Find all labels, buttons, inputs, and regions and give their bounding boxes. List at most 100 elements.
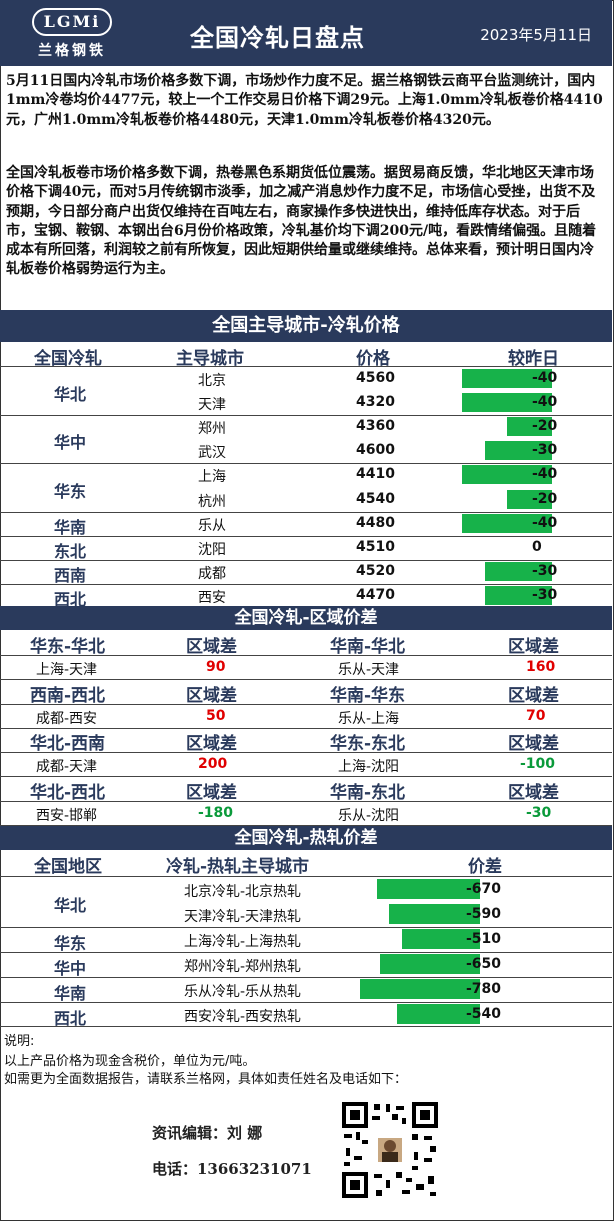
change-bar [484,441,552,461]
cold-hot-pair: 郑州冷轧-郑州热轧 [184,959,302,975]
city-name: 西安 [198,589,226,606]
spread-right-title: 华南-华东 [330,685,406,706]
spread-bar [360,979,480,999]
section-title-hotcold: 全国冷轧-热轧价差 [0,826,612,850]
divider [0,584,612,585]
spread-left-title: 西南-西北 [30,685,106,706]
change-value: -40 [532,514,558,531]
spread-right-diff-label: 区域差 [508,685,559,706]
spread-left-pair: 成都-西安 [36,710,98,727]
region-label: 东北 [54,541,87,561]
divider [0,366,612,367]
region-label: 华东 [54,481,87,501]
cold-hot-pair: 乐从冷轧-乐从热轧 [184,984,302,1000]
report-date: 2023年5月11日 [480,26,592,44]
spread-left-value: 50 [206,707,226,724]
cold-hot-value: -650 [466,956,502,972]
spread-right-diff-label: 区域差 [508,734,559,754]
divider [0,927,612,928]
spread-right-value: -100 [520,756,556,772]
cold-hot-pair: 西安冷轧-西安热轧 [184,1009,302,1025]
change-value: -30 [532,562,558,579]
change-value: -30 [532,442,558,459]
price-value: 4360 [356,418,395,435]
spread-bar [396,1004,480,1024]
divider [0,560,612,561]
change-bar [462,513,552,533]
divider [0,728,612,729]
header-bar: LGMi 兰格钢铁 全国冷轧日盘点 2023年5月11日 [0,0,612,66]
change-bar [462,393,552,413]
col-header-area: 全国地区 [34,857,102,877]
change-bar [462,465,552,485]
divider [0,977,612,978]
spread-left-pair: 成都-天津 [36,759,98,775]
change-value: -40 [532,466,558,483]
region-label: 西北 [54,1008,87,1028]
brand-logo: LGMi 兰格钢铁 [30,6,114,62]
city-name: 武汉 [198,445,226,462]
spread-right-value: -30 [526,804,552,821]
cold-hot-value: -670 [466,881,502,897]
change-value: -30 [532,586,558,603]
change-bar [507,489,552,509]
phone-contact: 电话：13663231071 [152,1160,312,1178]
spread-right-pair: 乐从-天津 [338,662,400,678]
col-header-pair: 冷轧-热轧主导城市 [166,857,310,877]
city-name: 乐从 [198,517,226,534]
spread-right-diff-label: 区域差 [508,637,559,657]
change-value: -20 [532,418,558,435]
region-label: 华东 [54,933,87,953]
change-bar [507,417,552,437]
city-name: 成都 [198,565,226,582]
price-value: 4540 [356,490,395,507]
change-value: -20 [532,490,558,507]
divider [0,776,612,777]
intro-paragraph-1: 5月11日国内冷轧市场价格多数下调，市场炒作力度不足。据兰格钢铁云商平台监测统计… [6,73,603,128]
region-label: 西北 [54,589,87,609]
cold-hot-value: -510 [466,931,502,947]
spread-bar [376,879,480,899]
city-name: 北京 [198,373,226,389]
spread-right-title: 华南-东北 [330,782,406,803]
logo-name: 兰格钢铁 [38,43,106,59]
col-header-city: 主导城市 [176,349,244,369]
notes-label: 说明: [4,1034,35,1049]
divider [0,801,612,802]
price-value: 4600 [356,442,395,459]
city-name: 杭州 [198,493,226,510]
divider [0,415,612,416]
spread-bar [389,904,480,924]
spread-right-pair: 乐从-沈阳 [338,807,400,824]
spread-left-diff-label: 区域差 [186,734,237,754]
region-label: 华北 [54,385,87,405]
price-value: 4320 [356,394,395,411]
change-value: -40 [532,394,558,411]
region-label: 华中 [54,958,87,978]
qr-code-icon [340,1100,440,1200]
col-header-diff: 价差 [468,857,502,877]
region-label: 华中 [54,433,87,453]
change-bar [462,369,552,388]
city-name: 上海 [198,469,226,486]
intro-paragraph-2: 全国冷轧板卷市场价格多数下调，热卷黑色系期货低位震荡。据贸易商反馈，华北地区天津… [6,165,597,278]
price-value: 4520 [356,562,395,579]
region-label: 西南 [54,565,87,585]
divider [0,825,612,826]
city-name: 沈阳 [198,541,226,558]
col-header-region: 全国冷轧 [34,349,102,369]
price-value: 4560 [356,370,395,386]
spread-left-pair: 西安-邯郸 [36,807,98,824]
change-bar [484,585,552,605]
spread-right-diff-label: 区域差 [508,782,559,803]
divider [0,1002,612,1003]
divider [0,655,612,656]
region-label: 华南 [54,517,87,537]
price-value: 4510 [356,538,395,555]
col-header-change: 较昨日 [508,349,559,369]
spread-bar [380,954,480,974]
spread-bar [401,929,480,949]
section-title-spread: 全国冷轧-区域价差 [0,606,612,630]
spread-left-title: 华北-西南 [30,734,106,754]
spread-right-value: 70 [526,707,546,724]
